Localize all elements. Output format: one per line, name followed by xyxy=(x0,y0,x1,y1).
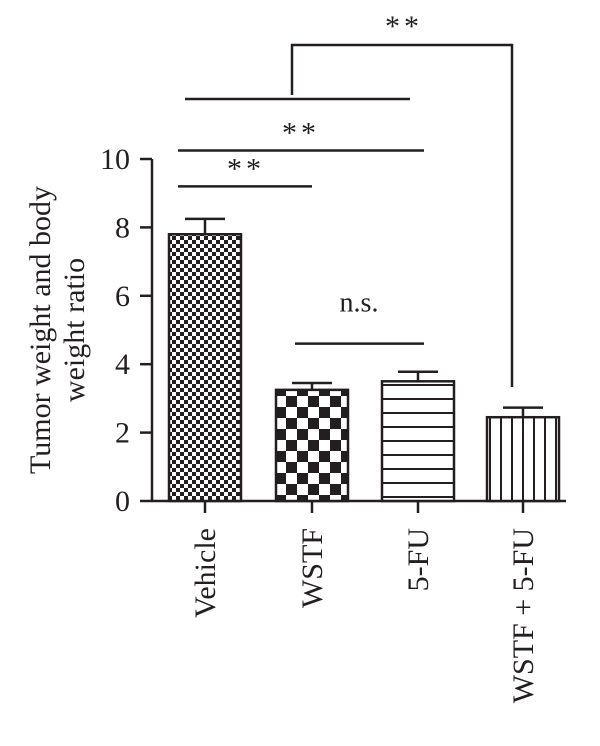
y-axis-label: Tumor weight and bodyweight ratio xyxy=(24,186,91,474)
x-tick-label: WSTF xyxy=(296,528,329,608)
sig-label: ** xyxy=(385,10,423,43)
x-tick-label: Vehicle xyxy=(189,528,222,618)
y-axis: 0 2 4 6 8 10 xyxy=(100,143,566,518)
y-axis-label-line: Tumor weight and body xyxy=(24,186,57,474)
y-tick-label: 6 xyxy=(115,280,130,313)
sig-bracket xyxy=(290,43,514,387)
sig-label: n.s. xyxy=(340,288,379,319)
bar-5-fu xyxy=(380,380,456,503)
y-tick-label: 8 xyxy=(115,211,130,244)
y-tick-label: 10 xyxy=(100,143,130,176)
bars-group xyxy=(167,217,561,503)
y-tick-label: 2 xyxy=(115,417,130,450)
x-tick-label: 5-FU xyxy=(402,528,435,592)
y-tick-label: 4 xyxy=(115,348,130,381)
y-axis-label-line: weight ratio xyxy=(58,258,91,402)
y-tick-label: 0 xyxy=(115,485,130,518)
bar-wstf xyxy=(274,388,350,503)
bar-wstf-5-fu xyxy=(485,415,561,503)
sig-label: ** xyxy=(227,152,265,185)
x-tick-label: WSTF + 5-FU xyxy=(507,528,540,704)
significance-annotations: ** ** n.s. ** xyxy=(178,10,514,387)
sig-label: ** xyxy=(282,116,320,149)
x-axis-labels: Vehicle WSTF 5-FU WSTF + 5-FU xyxy=(189,501,540,703)
bar-vehicle xyxy=(167,232,243,503)
